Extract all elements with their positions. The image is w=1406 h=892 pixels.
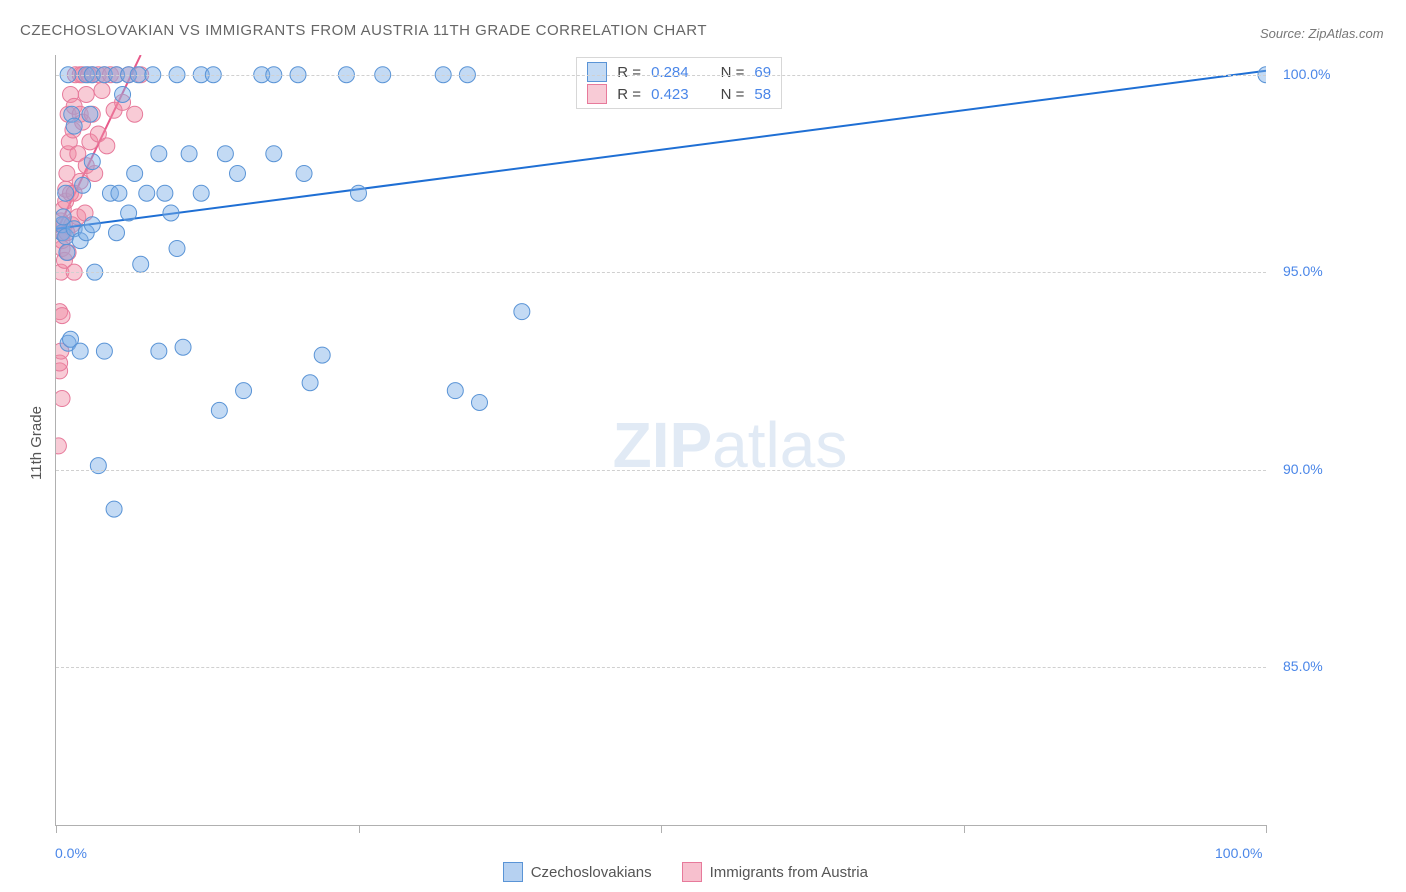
x-tick-label: 100.0% [1215, 845, 1262, 861]
n-value: 58 [754, 86, 771, 103]
legend-item-1: Czechoslovakians [503, 862, 652, 882]
y-tick-label: 100.0% [1283, 66, 1406, 82]
legend-row-series-1: R = 0.284 N = 69 [587, 61, 771, 83]
r-value: 0.423 [651, 86, 689, 103]
legend-item-2: Immigrants from Austria [682, 862, 868, 882]
chart-plot-area: ZIPatlas R = 0.284 N = 69 R = 0.423 N = … [55, 55, 1266, 826]
y-axis-label: 11th Grade [28, 406, 45, 480]
series-legend: Czechoslovakians Immigrants from Austria [503, 862, 868, 882]
x-tick-label: 0.0% [55, 845, 87, 861]
correlation-legend: R = 0.284 N = 69 R = 0.423 N = 58 [576, 57, 782, 109]
n-label: N = [721, 64, 745, 81]
watermark: ZIPatlas [613, 408, 848, 482]
y-tick-label: 95.0% [1283, 263, 1406, 279]
r-value: 0.284 [651, 64, 689, 81]
source-attribution: Source: ZipAtlas.com [1260, 26, 1384, 41]
y-tick-label: 85.0% [1283, 658, 1406, 674]
swatch-series-2 [587, 84, 607, 104]
swatch-series-1 [503, 862, 523, 882]
r-label: R = [617, 64, 641, 81]
swatch-series-2 [682, 862, 702, 882]
n-label: N = [721, 86, 745, 103]
legend-row-series-2: R = 0.423 N = 58 [587, 83, 771, 105]
chart-title: CZECHOSLOVAKIAN VS IMMIGRANTS FROM AUSTR… [20, 22, 707, 39]
swatch-series-1 [587, 62, 607, 82]
legend-label: Czechoslovakians [531, 864, 652, 881]
r-label: R = [617, 86, 641, 103]
legend-label: Immigrants from Austria [710, 864, 868, 881]
n-value: 69 [754, 64, 771, 81]
y-tick-label: 90.0% [1283, 461, 1406, 477]
